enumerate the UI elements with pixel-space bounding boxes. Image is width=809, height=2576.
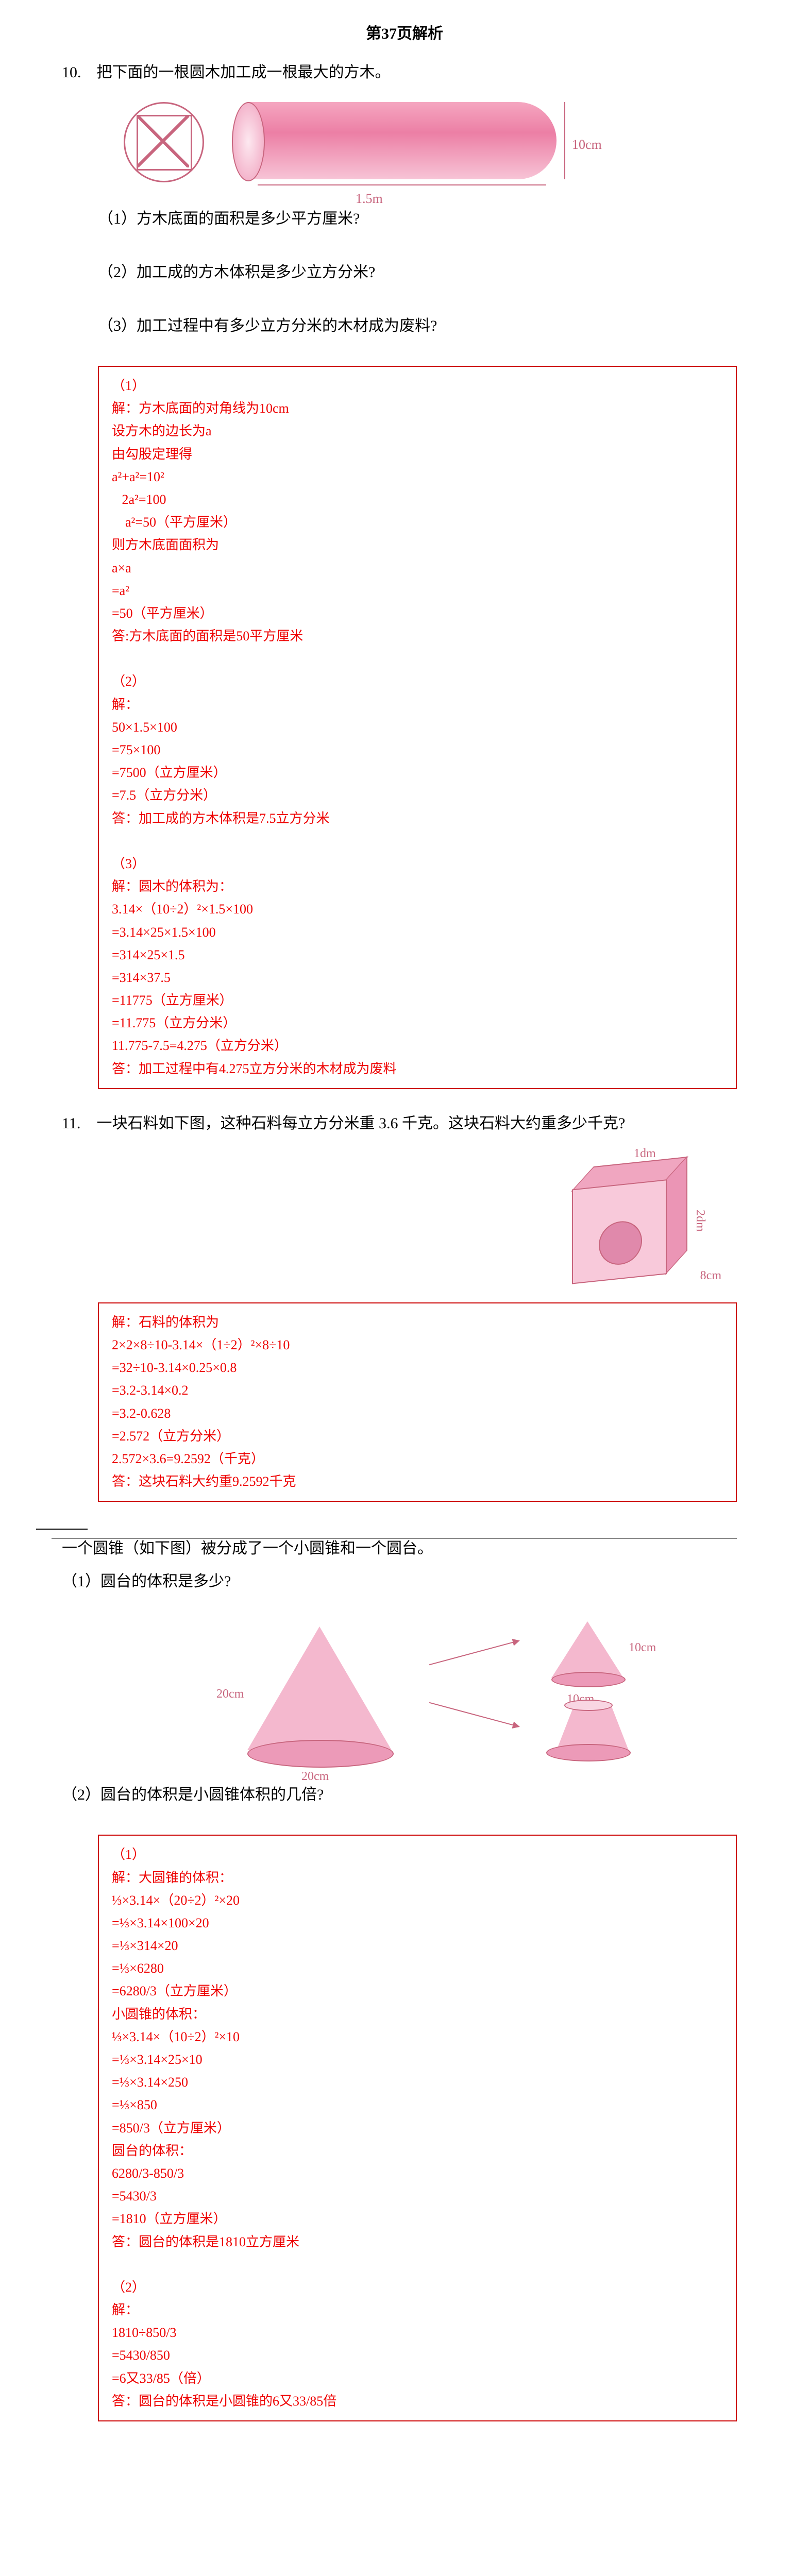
- subquestion-2: （2）加工成的方木体积是多少立方分米?: [98, 259, 747, 286]
- problem-12: 一个圆锥（如下图）被分成了一个小圆锥和一个圆台。 （1）圆台的体积是多少? 20…: [62, 1535, 747, 2421]
- small-height-label: 10cm: [629, 1637, 656, 1659]
- problem-text: 一个圆锥（如下图）被分成了一个小圆锥和一个圆台。: [62, 1535, 747, 1563]
- answer-text: （1） 解：方木底面的对角线为10cm 设方木的边长为a 由勾股定理得 a²+a…: [112, 375, 723, 1080]
- subquestion-1: （1）圆台的体积是多少?: [62, 1568, 747, 1596]
- subquestion-3: （3）加工过程中有多少立方分米的木材成为废料?: [98, 312, 747, 340]
- small-cone: [551, 1621, 623, 1678]
- answer-box-12: （1） 解：大圆锥的体积： ⅓×3.14×（20÷2）²×20 =⅓×3.14×…: [98, 1835, 737, 2421]
- subquestion-2: （2）圆台的体积是小圆锥体积的几倍?: [62, 1781, 747, 1809]
- arrow-icon: [429, 1702, 519, 1727]
- arrow-icon: [429, 1640, 519, 1666]
- figure-cube-hole: 1dm 2dm 8cm: [562, 1143, 706, 1287]
- dim-line: [258, 184, 546, 185]
- cone-body: [247, 1626, 392, 1750]
- hole-icon: [599, 1219, 642, 1267]
- cross-section-icon: [124, 102, 204, 182]
- cube-shape: [572, 1168, 675, 1282]
- answer-text: （1） 解：大圆锥的体积： ⅓×3.14×（20÷2）²×20 =⅓×3.14×…: [112, 1843, 723, 2413]
- frustum: [541, 1704, 644, 1760]
- problem-number: 11.: [62, 1110, 93, 1138]
- cone-base: [247, 1740, 394, 1768]
- divider: [36, 1529, 88, 1530]
- problem-number: 10.: [62, 59, 93, 87]
- figure-cylinder: 1.5m 10cm: [124, 87, 639, 190]
- answer-box-11: 解：石料的体积为 2×2×8÷10-3.14×（1÷2）²×8÷10 =32÷1…: [98, 1302, 737, 1502]
- length-label: 1.5m: [356, 187, 383, 211]
- subquestion-1: （1）方木底面的面积是多少平方厘米?: [98, 205, 747, 233]
- dim-line: [564, 102, 565, 179]
- problem-text: 一块石料如下图，这种石料每立方分米重 3.6 千克。这块石料大约重多少千克?: [97, 1110, 715, 1138]
- frustum-base: [546, 1744, 631, 1761]
- height-label: 2dm: [689, 1210, 711, 1232]
- cylinder-shape: [247, 102, 557, 179]
- big-diameter-label: 20cm: [301, 1766, 329, 1788]
- figure-cone-split: 20cm 20cm 10cm 10cm: [216, 1621, 732, 1766]
- answer-text: 解：石料的体积为 2×2×8÷10-3.14×（1÷2）²×8÷10 =32÷1…: [112, 1311, 723, 1494]
- answer-box-10: （1） 解：方木底面的对角线为10cm 设方木的边长为a 由勾股定理得 a²+a…: [98, 366, 737, 1089]
- depth-label: 8cm: [700, 1265, 721, 1287]
- page-header: 第37页解析: [62, 21, 747, 43]
- big-cone: [247, 1626, 392, 1750]
- problem-11: 11. 一块石料如下图，这种石料每立方分米重 3.6 千克。这块石料大约重多少千…: [62, 1110, 747, 1502]
- cube-front-face: [572, 1179, 667, 1284]
- diameter-label: 10cm: [572, 133, 602, 157]
- cone-base: [551, 1672, 626, 1687]
- big-height-label: 20cm: [216, 1683, 244, 1705]
- problem-text: 把下面的一根圆木加工成一根最大的方木。: [97, 59, 715, 87]
- cone-body: [551, 1621, 623, 1678]
- problem-10: 10. 把下面的一根圆木加工成一根最大的方木。 1.5m 10cm （1）方木底…: [62, 59, 747, 1089]
